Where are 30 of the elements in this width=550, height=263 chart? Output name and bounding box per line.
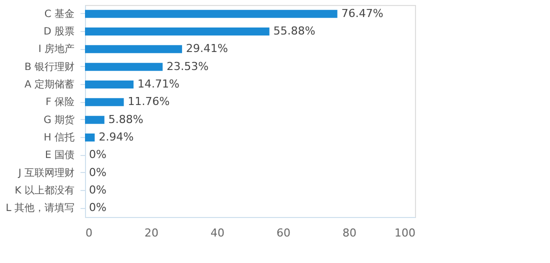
y-tick-label: C 基金 <box>44 8 74 20</box>
y-tick-label: I 房地产 <box>38 43 74 56</box>
x-tick-label: 20 <box>144 226 158 240</box>
x-tick-label: 80 <box>342 226 356 240</box>
y-tick-label: K 以上都没有 <box>14 184 74 196</box>
y-tick-label: A 定期储蓄 <box>24 78 74 90</box>
y-tick-label: D 股票 <box>44 26 74 38</box>
data-label: 76.47% <box>341 6 384 20</box>
data-label: 0% <box>89 166 106 179</box>
x-tick-label: 0 <box>86 226 92 240</box>
y-tick-label: L 其他，请填写 <box>6 202 74 214</box>
data-label: 5.88% <box>108 112 144 126</box>
data-label: 14.71% <box>138 78 180 90</box>
x-tick-label: 60 <box>276 226 290 240</box>
data-label: 55.88% <box>273 24 316 38</box>
y-tick-label: J 互联网理财 <box>17 166 74 179</box>
data-label: 2.94% <box>98 130 134 144</box>
data-label: 11.76% <box>128 95 170 108</box>
data-label: 0% <box>89 184 106 196</box>
y-tick-label: E 国债 <box>45 150 74 162</box>
data-label: 0% <box>89 201 106 214</box>
data-label: 0% <box>89 148 106 162</box>
y-tick-label: F 保险 <box>46 96 74 108</box>
x-tick-label: 100 <box>394 226 416 240</box>
x-tick-label: 40 <box>210 226 224 240</box>
y-tick-label: G 期货 <box>44 114 74 126</box>
data-label: 29.41% <box>186 42 228 56</box>
y-tick-label: H 信托 <box>44 132 74 144</box>
data-label: 23.53% <box>166 60 209 73</box>
y-tick-label: B 银行理财 <box>24 60 74 73</box>
